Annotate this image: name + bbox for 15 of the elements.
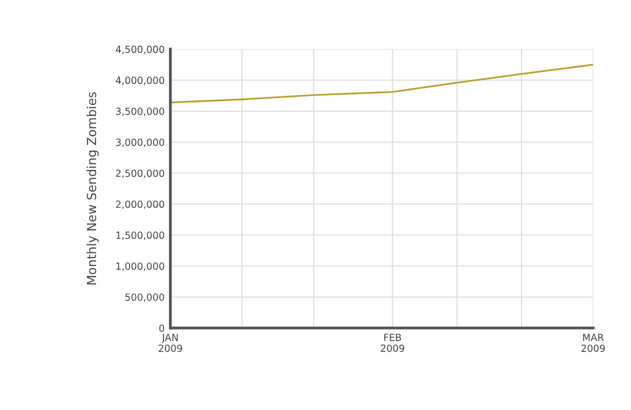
line-series (170, 64, 594, 104)
y-tick-label: 500,000 (125, 294, 164, 302)
x-tick-label: MAR 2009 (581, 334, 605, 352)
y-tick-label: 1,000,000 (116, 262, 164, 271)
y-tick-label: 2,500,000 (116, 170, 164, 178)
y-tick-label: 4,500,000 (116, 46, 164, 54)
y-tick-label: 1,500,000 (116, 232, 164, 240)
x-tick-label: JAN 2009 (158, 334, 182, 352)
y-tick-label: 3,000,000 (116, 138, 164, 147)
y-tick-label: 4,000,000 (116, 76, 164, 85)
y-tick-label: 0 (159, 324, 164, 332)
x-tick-label: FEB 2009 (380, 334, 404, 352)
y-tick-label: 2,000,000 (116, 200, 164, 209)
y-tick-label: 3,500,000 (116, 108, 164, 116)
y-axis-title: Monthly New Sending Zombies (86, 92, 99, 284)
